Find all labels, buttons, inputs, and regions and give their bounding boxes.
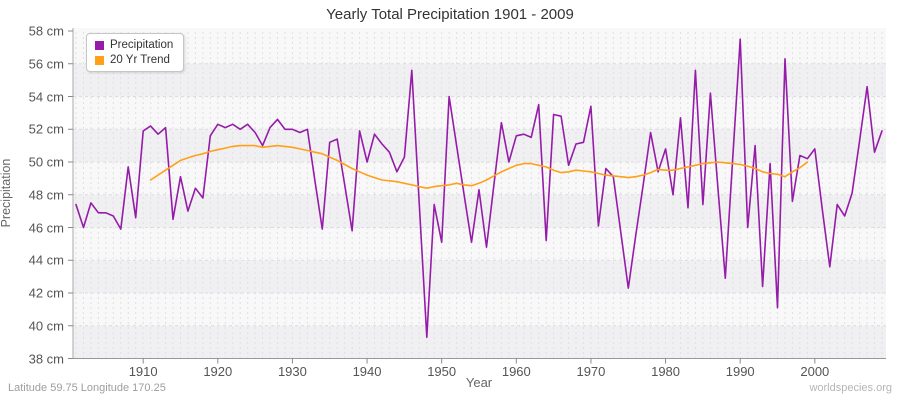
y-tick-label: 56 cm	[28, 56, 64, 72]
y-tick-label: 46 cm	[28, 220, 64, 235]
precipitation-swatch-icon	[95, 40, 104, 50]
x-tick-label: 1990	[725, 364, 755, 379]
x-tick-label: 1940	[352, 364, 382, 379]
x-tick-label: 1980	[651, 364, 681, 379]
legend-item-trend[interactable]: 20 Yr Trend	[95, 54, 173, 66]
trend-swatch-icon	[95, 55, 104, 65]
y-tick-label: 50 cm	[28, 154, 64, 170]
x-tick-label: 1970	[576, 364, 606, 379]
legend-label-precipitation: Precipitation	[110, 39, 174, 51]
watermark: worldspecies.org	[809, 382, 892, 394]
x-tick-label: 1930	[277, 364, 307, 379]
chart-title: Yearly Total Precipitation 1901 - 2009	[326, 6, 574, 23]
x-tick-label: 1910	[128, 364, 158, 379]
y-tick-label: 42 cm	[28, 285, 64, 301]
legend-label-trend: 20 Yr Trend	[110, 54, 170, 66]
x-tick-label: 2000	[800, 364, 830, 379]
legend-item-precipitation[interactable]: Precipitation	[95, 39, 173, 51]
y-tick-label: 52 cm	[28, 121, 64, 137]
x-axis-title: Year	[465, 375, 493, 390]
x-tick-label: 1950	[427, 364, 457, 379]
y-tick-label: 54 cm	[28, 89, 64, 104]
y-tick-label: 48 cm	[28, 187, 64, 203]
y-tick-label: 58 cm	[28, 23, 64, 39]
x-tick-label: 1960	[501, 364, 531, 379]
legend: Precipitation 20 Yr Trend	[86, 33, 185, 72]
y-tick-label: 44 cm	[28, 252, 64, 268]
x-tick-label: 1920	[203, 364, 233, 379]
y-tick-label: 38 cm	[28, 351, 64, 366]
coordinates-label: Latitude 59.75 Longitude 170.25	[8, 382, 166, 394]
y-axis-title: Precipitation	[0, 158, 13, 228]
y-tick-label: 40 cm	[28, 318, 64, 334]
